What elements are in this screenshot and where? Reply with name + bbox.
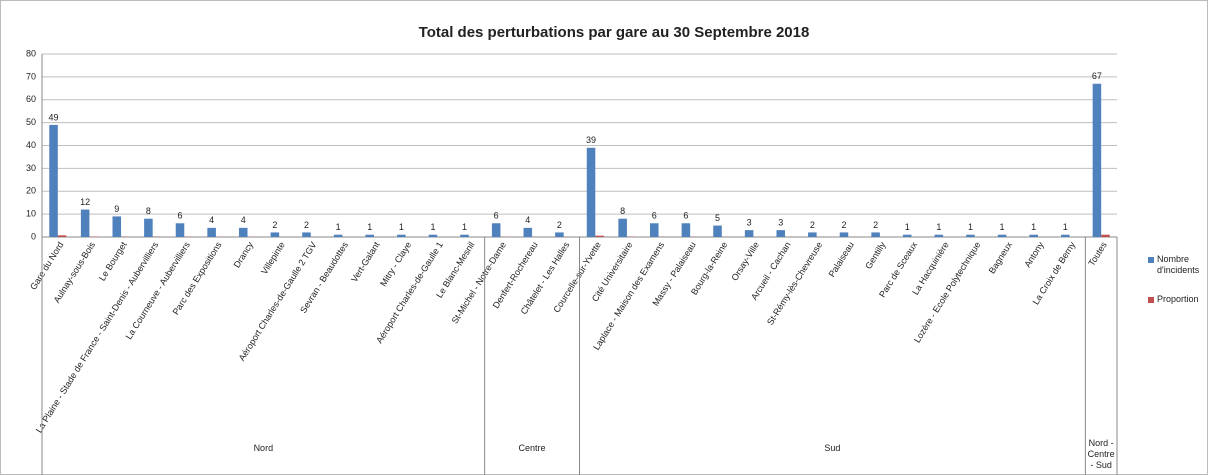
bar: [555, 232, 564, 237]
data-label: 1: [336, 222, 341, 232]
bar: [333, 234, 343, 237]
data-label: 1: [936, 222, 941, 232]
data-label: 2: [810, 220, 815, 230]
data-label: 4: [241, 215, 246, 225]
bar: [934, 234, 944, 237]
y-tick-label: 20: [26, 186, 36, 196]
bar: [365, 234, 374, 237]
data-label: 6: [683, 211, 688, 221]
data-label: 8: [620, 206, 625, 216]
bar: [397, 234, 406, 237]
y-tick-label: 70: [26, 71, 36, 81]
bar: [49, 124, 58, 237]
legend-label: Nombre d'incidents: [1157, 254, 1200, 275]
bar: [586, 147, 596, 237]
data-label: 9: [114, 204, 119, 214]
data-label: 2: [272, 220, 277, 230]
data-label: 3: [747, 218, 752, 228]
bar: [1101, 234, 1110, 237]
legend-label-box: Proportion: [1157, 294, 1199, 304]
bar: [523, 227, 533, 237]
bar: [839, 232, 849, 237]
data-label: 1: [1000, 222, 1005, 232]
bar: [302, 232, 311, 237]
data-label: 6: [494, 211, 499, 221]
bar: [1061, 234, 1070, 237]
y-tick-label: 60: [26, 94, 36, 104]
bar: [175, 223, 185, 237]
data-label: 1: [430, 222, 435, 232]
bar: [650, 223, 659, 237]
bar: [902, 234, 912, 237]
bar: [57, 235, 67, 237]
bar: [428, 234, 438, 237]
legend-swatch: [1148, 257, 1154, 263]
bar: [270, 232, 280, 237]
data-label: 12: [80, 197, 90, 207]
data-label: 67: [1092, 71, 1102, 81]
bar: [112, 216, 122, 237]
group-label-box: Nord - Centre - Sud: [1087, 438, 1115, 470]
bar: [1092, 83, 1102, 237]
group-label-box: Nord: [253, 443, 274, 453]
group-label-box: Sud: [824, 443, 841, 453]
group-label: Nord: [253, 443, 274, 453]
bar: [80, 209, 90, 237]
bar: [966, 234, 975, 237]
bar: [713, 225, 722, 237]
data-label: 1: [905, 222, 910, 232]
data-label: 2: [841, 220, 846, 230]
data-label: 1: [968, 222, 973, 232]
y-tick-label: 80: [26, 48, 36, 58]
bar: [491, 223, 501, 237]
data-label: 3: [778, 218, 783, 228]
group-label: Centre: [518, 443, 546, 453]
group-label: Nord - Centre - Sud: [1087, 438, 1115, 470]
legend-label: Proportion: [1157, 294, 1199, 304]
data-label: 4: [525, 215, 530, 225]
bar: [997, 234, 1007, 237]
data-label: 2: [304, 220, 309, 230]
legend-swatch: [1148, 297, 1154, 303]
legend-label-box: Nombre d'incidents: [1157, 254, 1200, 275]
bar: [776, 230, 786, 237]
data-label: 4: [209, 215, 214, 225]
data-label: 5: [715, 213, 720, 223]
data-label: 1: [1063, 222, 1068, 232]
group-label-box: Centre: [518, 443, 546, 453]
data-label: 1: [399, 222, 404, 232]
bar: [808, 232, 817, 237]
bar: [871, 232, 880, 237]
data-label: 1: [1031, 222, 1036, 232]
bar: [595, 235, 604, 237]
bar: [238, 227, 248, 237]
bar: [618, 218, 627, 237]
data-label: 1: [462, 222, 467, 232]
y-tick-label: 30: [26, 163, 36, 173]
y-tick-label: 10: [26, 209, 36, 219]
data-label: 8: [146, 206, 151, 216]
data-label: 1: [367, 222, 372, 232]
y-tick-label: 50: [26, 117, 36, 127]
data-label: 39: [586, 135, 596, 145]
bar: [207, 227, 216, 237]
data-label: 6: [178, 211, 183, 221]
data-label: 6: [652, 211, 657, 221]
data-label: 2: [557, 220, 562, 230]
bar: [681, 223, 691, 237]
data-label: 2: [873, 220, 878, 230]
y-tick-label: 0: [31, 231, 36, 241]
chart-title: Total des perturbations par gare au 30 S…: [419, 24, 810, 41]
bar: [1029, 234, 1038, 237]
data-label: 49: [49, 112, 59, 122]
y-tick-label: 40: [26, 140, 36, 150]
group-label: Sud: [824, 443, 841, 453]
bar: [144, 218, 153, 237]
bar: [460, 234, 469, 237]
bar: [744, 230, 754, 237]
